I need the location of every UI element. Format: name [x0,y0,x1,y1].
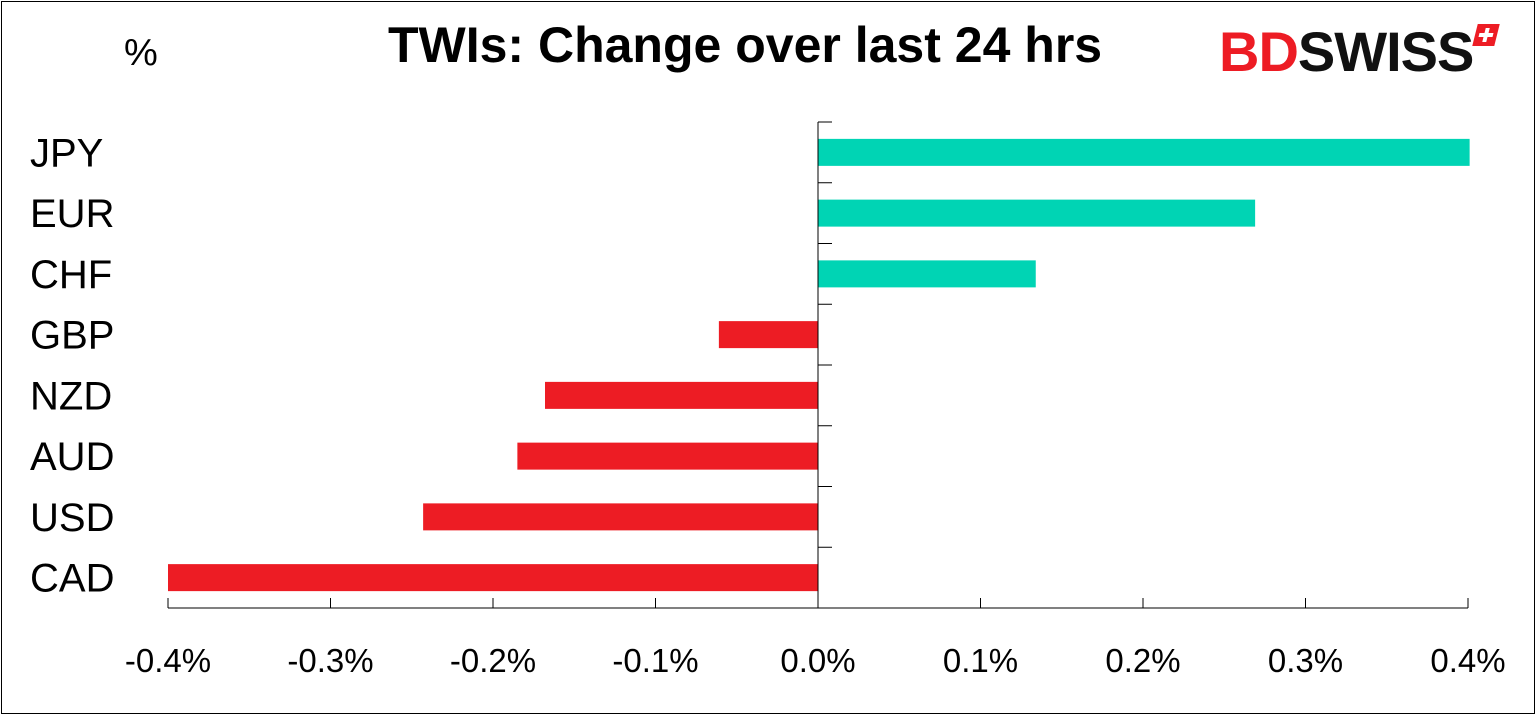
category-label-aud: AUD [30,435,114,479]
bar-usd [423,503,818,531]
bar-chf [818,260,1036,288]
x-tick-label: 0.1% [943,642,1018,679]
x-tick-label: 0.3% [1268,642,1343,679]
x-tick-label: 0.2% [1105,642,1180,679]
brand-logo: BD SWISS [1219,20,1501,83]
bar-gbp [718,321,818,349]
logo-text-bd: BD [1219,20,1299,83]
x-tick-label: 0.0% [780,642,855,679]
bar-jpy [818,138,1470,166]
category-label-chf: CHF [30,253,112,297]
bar-aud [517,442,818,470]
logo-text-swiss: SWISS [1297,20,1474,83]
x-tick-label: -0.3% [287,642,373,679]
x-tick-label: -0.4% [125,642,211,679]
category-label-cad: CAD [30,557,114,601]
unit-label: % [124,32,158,74]
category-label-gbp: GBP [30,314,114,358]
bar-nzd [545,381,818,409]
x-tick-label: -0.2% [450,642,536,679]
chart-title: TWIs: Change over last 24 hrs [388,17,1103,73]
category-label-jpy: JPY [30,131,103,175]
bars-group [168,138,1470,592]
labels-group: JPY EUR CHF GBP NZD AUD USD CAD -0.4% -0.3% -0.2% -… [30,131,1506,679]
x-tick-label: 0.4% [1430,642,1505,679]
bar-cad [168,564,818,592]
axes-group [167,121,1469,609]
category-label-nzd: NZD [30,374,112,418]
bar-eur [818,199,1256,227]
category-label-usd: USD [30,496,114,540]
category-label-eur: EUR [30,192,114,236]
x-tick-label: -0.1% [612,642,698,679]
